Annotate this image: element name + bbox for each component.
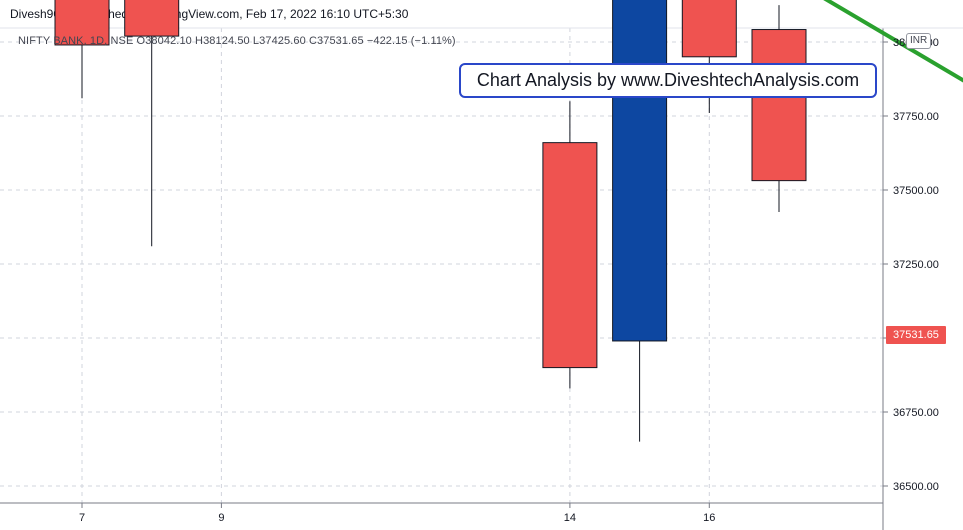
time-tick-label: 16 xyxy=(703,512,715,524)
current-price-badge: 37531.65 xyxy=(886,326,946,344)
currency-unit-label[interactable]: INR xyxy=(906,33,932,49)
candle-body xyxy=(751,29,807,182)
candle-body xyxy=(612,0,668,342)
price-tick-label: 37750.00 xyxy=(893,111,939,123)
publish-info: Divesh9077 published on TradingView.com,… xyxy=(10,7,409,21)
candles xyxy=(54,0,807,442)
candle xyxy=(612,0,668,442)
analysis-banner: Chart Analysis by www.DiveshtechAnalysis… xyxy=(459,63,877,98)
candle xyxy=(124,0,180,247)
price-axis: 36500.0036750.0037000.0037250.0037500.00… xyxy=(883,37,939,493)
price-tick-label: 36750.00 xyxy=(893,407,939,419)
candle-body xyxy=(124,0,180,37)
price-tick-label: 36500.00 xyxy=(893,481,939,493)
time-tick-label: 14 xyxy=(564,512,576,524)
candle xyxy=(751,5,807,213)
candle xyxy=(542,101,598,389)
grid-lines xyxy=(0,28,883,503)
time-axis: 79141621 xyxy=(79,503,715,524)
symbol-ohlc-legend: NIFTY BANK, 1D, NSE O38042.10 H38124.50 … xyxy=(18,35,456,47)
candle-body xyxy=(54,0,110,46)
candle-body xyxy=(542,142,598,369)
price-tick-label: 37250.00 xyxy=(893,259,939,271)
time-tick-label: 7 xyxy=(79,512,85,524)
time-tick-label: 9 xyxy=(218,512,224,524)
candle-body xyxy=(681,0,737,58)
candle xyxy=(54,0,110,99)
price-tick-label: 37500.00 xyxy=(893,185,939,197)
